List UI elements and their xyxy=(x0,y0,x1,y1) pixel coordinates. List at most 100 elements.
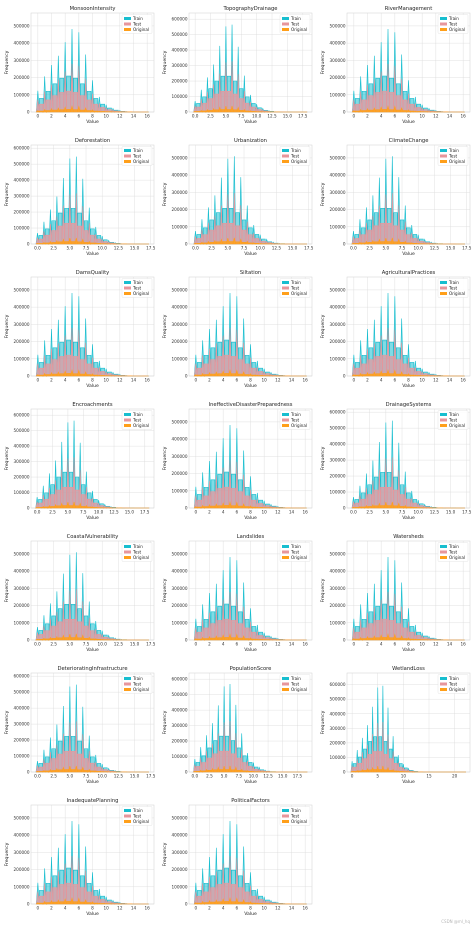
x-tick-label: 14 xyxy=(289,642,295,647)
x-tick-label: 8 xyxy=(249,906,252,911)
legend-label-train: Train xyxy=(290,808,301,813)
legend-label-train: Train xyxy=(448,16,459,21)
legend-label-original: Original xyxy=(291,687,307,692)
y-tick-label: 100000 xyxy=(14,226,30,231)
x-tick-label: 0 xyxy=(36,114,39,119)
x-tick-label: 0 xyxy=(352,114,355,119)
y-tick-label: 400000 xyxy=(330,711,346,716)
legend-swatch-train xyxy=(124,809,131,812)
y-tick-label: 500000 xyxy=(172,815,188,820)
x-tick-label: 2.5 xyxy=(366,510,373,515)
legend-swatch-train xyxy=(124,17,131,20)
chart-title: AgriculturalPractices xyxy=(382,270,436,276)
legend-label-original: Original xyxy=(133,819,149,824)
y-axis-label: Frequency xyxy=(320,50,326,74)
y-tick-label: 0 xyxy=(27,110,30,115)
legend-label-original: Original xyxy=(291,27,307,32)
x-axis-label: Value xyxy=(402,119,415,125)
y-tick-label: 100000 xyxy=(172,754,188,759)
x-tick-label: 5.0 xyxy=(225,246,232,251)
y-tick-label: 600000 xyxy=(14,146,30,151)
legend-label-original: Original xyxy=(133,555,149,560)
y-tick-label: 0 xyxy=(185,110,188,115)
original-series xyxy=(35,765,149,774)
legend-label-original: Original xyxy=(291,423,307,428)
y-tick-label: 300000 xyxy=(14,586,30,591)
chart-panel-DamsQuality: DamsQuality 0 100000 200000 300000 400000 5000… xyxy=(0,264,158,396)
legend-swatch-original xyxy=(282,160,289,163)
legend-label-train: Train xyxy=(290,412,301,417)
x-tick-label: 0.0 xyxy=(192,774,199,779)
chart-svg: DamsQuality 0 100000 200000 300000 400000 5000… xyxy=(4,270,155,389)
x-tick-label: 16 xyxy=(144,378,150,383)
legend-swatch-train xyxy=(282,149,289,152)
chart-title: CoastalVulnerability xyxy=(67,534,119,540)
y-tick-label: 400000 xyxy=(172,173,188,178)
x-tick-label: 2 xyxy=(366,642,369,647)
x-tick-label: 5.0 xyxy=(67,774,74,779)
legend-label-original: Original xyxy=(291,159,307,164)
x-tick-label: 12 xyxy=(433,642,439,647)
original-series xyxy=(351,501,465,510)
y-tick-label: 200000 xyxy=(14,603,30,608)
legend-swatch-original xyxy=(124,424,131,427)
x-tick-label: 6 xyxy=(235,510,238,515)
legend-swatch-test xyxy=(282,286,289,290)
x-tick-label: 0 xyxy=(194,378,197,383)
y-tick-label: 200000 xyxy=(330,207,346,212)
y-tick-label: 300000 xyxy=(172,322,188,327)
x-tick-label: 10.0 xyxy=(414,510,424,515)
legend-label-test: Test xyxy=(290,418,299,423)
legend-swatch-train xyxy=(282,545,289,548)
x-tick-label: 7.5 xyxy=(235,774,242,779)
x-tick-label: 14 xyxy=(289,906,295,911)
x-tick-label: 15.0 xyxy=(130,246,140,251)
y-axis-label: Frequency xyxy=(4,710,10,734)
x-tick-label: 10.0 xyxy=(98,774,108,779)
x-tick-label: 6 xyxy=(393,642,396,647)
x-tick-label: 2 xyxy=(366,378,369,383)
chart-svg: PoliticalFactors 0 100000 200000 300000 40000… xyxy=(162,798,313,917)
legend-swatch-train xyxy=(440,413,447,416)
chart-title: PoliticalFactors xyxy=(231,798,270,804)
y-tick-label: 300000 xyxy=(330,586,346,591)
chart-panel-ClimateChange: ClimateChange 0 100000 200000 300000 400000 50… xyxy=(316,132,474,264)
x-tick-label: 7.5 xyxy=(399,510,406,515)
y-tick-label: 100000 xyxy=(330,92,346,97)
x-tick-label: 5.0 xyxy=(383,510,390,515)
legend-swatch-original xyxy=(124,688,131,691)
original-series xyxy=(351,104,465,114)
x-tick-label: 15 xyxy=(426,774,432,779)
legend-swatch-test xyxy=(124,550,131,554)
y-tick-label: 200000 xyxy=(14,867,30,872)
y-tick-label: 100000 xyxy=(172,94,188,99)
y-axis-label: Frequency xyxy=(4,314,10,338)
x-tick-label: 8 xyxy=(249,642,252,647)
x-tick-label: 0 xyxy=(352,642,355,647)
y-tick-label: 100000 xyxy=(330,755,346,760)
legend-swatch-test xyxy=(282,418,289,422)
x-tick-label: 17.5 xyxy=(462,510,472,515)
y-axis-label: Frequency xyxy=(162,446,168,470)
chart-svg: DrainageSystems 0 100000 200000 300000 400000… xyxy=(320,402,472,521)
x-tick-label: 6 xyxy=(235,378,238,383)
legend-swatch-train xyxy=(440,677,447,680)
y-axis-label: Frequency xyxy=(4,50,10,74)
x-tick-label: 15.0 xyxy=(288,246,298,251)
y-axis-label: Frequency xyxy=(4,182,10,206)
x-tick-label: 14 xyxy=(447,378,453,383)
y-tick-label: 0 xyxy=(343,506,346,511)
chart-panel-PopulationScore: PopulationScore 0 100000 200000 300000 400000… xyxy=(158,660,316,792)
x-tick-label: 5.0 xyxy=(383,246,390,251)
y-tick-label: 400000 xyxy=(172,437,188,442)
x-tick-label: 2 xyxy=(50,114,53,119)
legend-label-test: Test xyxy=(132,682,141,687)
x-tick-label: 14 xyxy=(447,114,453,119)
x-tick-label: 17.5 xyxy=(146,246,156,251)
y-tick-label: 300000 xyxy=(172,850,188,855)
y-tick-label: 500000 xyxy=(330,23,346,28)
y-tick-label: 100000 xyxy=(14,490,30,495)
y-tick-label: 0 xyxy=(185,242,188,247)
y-tick-label: 200000 xyxy=(14,75,30,80)
